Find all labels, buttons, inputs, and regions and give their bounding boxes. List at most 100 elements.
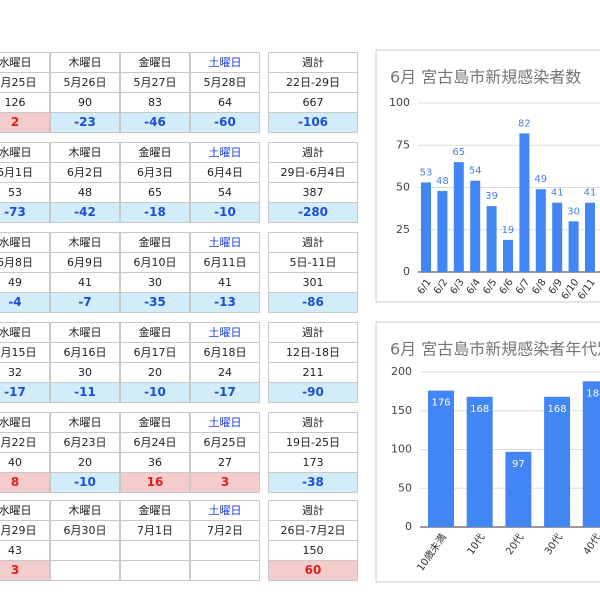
table-cell: 387 bbox=[268, 182, 358, 203]
y-tick-label: 50 bbox=[398, 481, 412, 494]
bar bbox=[453, 162, 464, 272]
value-label: 48 bbox=[436, 176, 449, 187]
table-cell bbox=[120, 540, 190, 561]
value-label: 168 bbox=[548, 404, 567, 415]
header-cell: 木曜日 bbox=[50, 322, 120, 343]
table-cell: 22日-29日 bbox=[268, 72, 358, 93]
table-cell: -73 bbox=[0, 202, 50, 223]
table-cell: 20 bbox=[50, 452, 120, 473]
table-cell: -13 bbox=[190, 292, 260, 313]
value-label: 19 bbox=[502, 225, 515, 236]
table-cell: -280 bbox=[268, 202, 358, 223]
header-cell: 金曜日 bbox=[120, 52, 190, 73]
table-cell bbox=[50, 560, 120, 581]
table-cell: -106 bbox=[268, 112, 358, 133]
table-cell bbox=[190, 540, 260, 561]
header-cell: 週計 bbox=[268, 412, 358, 433]
table-cell: 41 bbox=[50, 272, 120, 293]
y-tick-label: 75 bbox=[396, 138, 410, 151]
table-cell: 6月8日 bbox=[0, 252, 50, 273]
y-tick-label: 150 bbox=[391, 404, 412, 417]
bar bbox=[505, 451, 532, 527]
header-cell: 水曜日 bbox=[0, 412, 50, 433]
value-label: 30 bbox=[567, 206, 580, 217]
header-cell: 土曜日 bbox=[190, 412, 260, 433]
header-cell: 木曜日 bbox=[50, 500, 120, 521]
header-cell: 週計 bbox=[268, 142, 358, 163]
chart-title: 6月 宮古島市新規感染者数 bbox=[390, 68, 581, 87]
table-cell: 126 bbox=[0, 92, 50, 113]
table-cell: 6月30日 bbox=[50, 520, 120, 541]
table-cell: 6月23日 bbox=[50, 432, 120, 453]
table-cell: -46 bbox=[120, 112, 190, 133]
table-cell: 6月1日 bbox=[0, 162, 50, 183]
table-cell: 6月10日 bbox=[120, 252, 190, 273]
table-cell: 30 bbox=[50, 362, 120, 383]
header-cell: 木曜日 bbox=[50, 52, 120, 73]
table-cell: 6月15日 bbox=[0, 342, 50, 363]
table-cell: 150 bbox=[268, 540, 358, 561]
header-cell: 水曜日 bbox=[0, 500, 50, 521]
table-cell: -18 bbox=[120, 202, 190, 223]
table-cell: 7月2日 bbox=[190, 520, 260, 541]
table-cell: 5月28日 bbox=[190, 72, 260, 93]
table-cell: 5日-11日 bbox=[268, 252, 358, 273]
table-cell: 12日-18日 bbox=[268, 342, 358, 363]
table-cell: 30 bbox=[120, 272, 190, 293]
table-cell: 19日-25日 bbox=[268, 432, 358, 453]
value-label: 97 bbox=[512, 459, 525, 470]
table-cell: -4 bbox=[0, 292, 50, 313]
table-cell: -42 bbox=[50, 202, 120, 223]
header-cell: 木曜日 bbox=[50, 232, 120, 253]
bar bbox=[544, 396, 571, 527]
table-cell: 6月11日 bbox=[190, 252, 260, 273]
bar bbox=[568, 221, 579, 272]
header-cell: 週計 bbox=[268, 52, 358, 73]
header-cell: 土曜日 bbox=[190, 322, 260, 343]
bar bbox=[466, 396, 493, 527]
header-cell: 土曜日 bbox=[190, 500, 260, 521]
header-cell: 土曜日 bbox=[190, 52, 260, 73]
table-cell: -10 bbox=[120, 382, 190, 403]
y-tick-label: 0 bbox=[403, 265, 410, 278]
table-cell: 29日-6月4日 bbox=[268, 162, 358, 183]
header-cell: 金曜日 bbox=[120, 500, 190, 521]
table-cell: 3 bbox=[190, 472, 260, 493]
value-label: 176 bbox=[431, 398, 450, 409]
y-tick-label: 0 bbox=[405, 520, 412, 533]
table-cell: -11 bbox=[50, 382, 120, 403]
table-cell: -60 bbox=[190, 112, 260, 133]
header-cell: 土曜日 bbox=[190, 142, 260, 163]
value-label: 41 bbox=[584, 188, 597, 199]
table-cell: 5月26日 bbox=[50, 72, 120, 93]
table-cell: -10 bbox=[50, 472, 120, 493]
y-tick-label: 200 bbox=[391, 365, 412, 378]
y-tick-label: 50 bbox=[396, 181, 410, 194]
table-cell: -17 bbox=[0, 382, 50, 403]
bar bbox=[421, 182, 431, 272]
table-cell: 6月9日 bbox=[50, 252, 120, 273]
table-cell: 6月25日 bbox=[190, 432, 260, 453]
header-cell: 土曜日 bbox=[190, 232, 260, 253]
header-cell: 金曜日 bbox=[120, 142, 190, 163]
header-cell: 水曜日 bbox=[0, 52, 50, 73]
header-cell: 木曜日 bbox=[50, 142, 120, 163]
header-cell: 水曜日 bbox=[0, 322, 50, 343]
header-cell: 週計 bbox=[268, 500, 358, 521]
table-cell: 6月3日 bbox=[120, 162, 190, 183]
table-cell: 53 bbox=[0, 182, 50, 203]
header-cell: 週計 bbox=[268, 322, 358, 343]
table-cell: 60 bbox=[268, 560, 358, 581]
table-cell: 26日-7月2日 bbox=[268, 520, 358, 541]
header-cell: 金曜日 bbox=[120, 322, 190, 343]
value-label: 168 bbox=[470, 404, 489, 415]
table-cell: 6月29日 bbox=[0, 520, 50, 541]
table-cell: -35 bbox=[120, 292, 190, 313]
header-cell: 木曜日 bbox=[50, 412, 120, 433]
bar bbox=[503, 239, 513, 272]
table-cell: 173 bbox=[268, 452, 358, 473]
header-cell: 金曜日 bbox=[120, 232, 190, 253]
value-label: 82 bbox=[518, 118, 531, 129]
